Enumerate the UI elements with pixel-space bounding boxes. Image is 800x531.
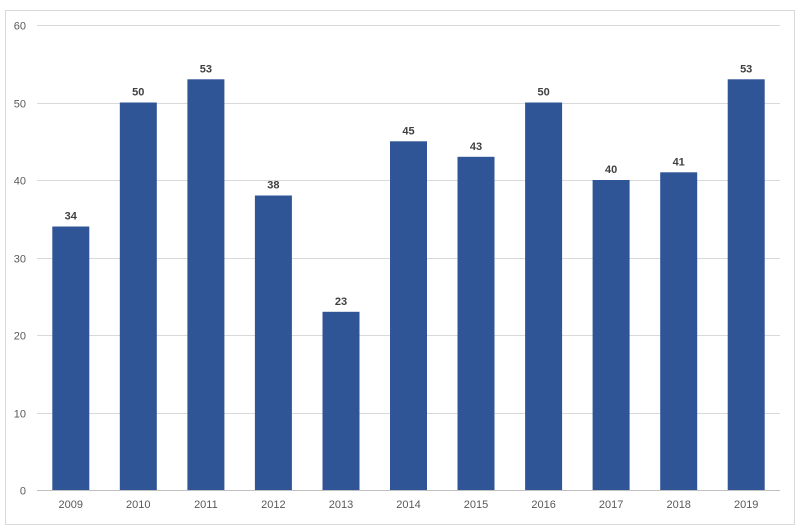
y-tick-label: 10 [14,409,26,421]
bar-2019 [727,79,765,491]
data-label-2019: 53 [740,63,752,75]
y-tick-label: 40 [14,176,26,188]
x-tick-label: 2016 [531,499,555,511]
bar-2009 [52,226,90,490]
bar-2018 [660,172,698,491]
data-label-2013: 23 [335,296,347,308]
x-tick-label: 2009 [59,499,83,511]
data-labels: 34 50 53 38 23 45 43 50 40 41 53 [65,63,753,307]
y-tick-label: 20 [14,331,26,343]
bar-2010 [119,102,157,490]
bars [52,79,765,491]
data-label-2010: 50 [132,87,144,99]
data-label-2009: 34 [65,211,78,223]
x-axis-ticks: 2009 2010 2011 2012 2013 2014 2015 2016 2017 2018… [59,499,759,511]
bar-2017 [592,180,630,490]
x-tick-label: 2012 [261,499,285,511]
x-tick-label: 2018 [666,499,690,511]
x-tick-label: 2015 [464,499,488,511]
data-label-2015: 43 [470,141,482,153]
bar-2016 [525,102,563,490]
x-tick-label: 2014 [396,499,420,511]
x-tick-label: 2017 [599,499,623,511]
data-label-2017: 40 [605,164,617,176]
x-tick-label: 2010 [126,499,150,511]
gridlines [37,25,780,414]
y-tick-label: 50 [14,99,26,111]
data-label-2016: 50 [537,87,549,99]
bar-2013 [322,311,360,491]
data-label-2018: 41 [673,156,685,168]
x-tick-label: 2011 [194,499,218,511]
bar-2015 [457,156,495,491]
x-tick-label: 2019 [734,499,758,511]
bar-2014 [390,141,427,491]
x-tick-label: 2013 [329,499,353,511]
data-label-2011: 53 [200,63,212,75]
data-label-2014: 45 [402,125,414,137]
y-tick-label: 30 [14,254,26,266]
data-label-2012: 38 [267,180,279,192]
bar-2012 [254,195,292,490]
bar-2011 [187,79,225,491]
y-axis-ticks: 0 10 20 30 40 50 60 [14,21,26,498]
y-tick-label: 0 [20,486,26,498]
y-tick-label: 60 [14,21,26,33]
